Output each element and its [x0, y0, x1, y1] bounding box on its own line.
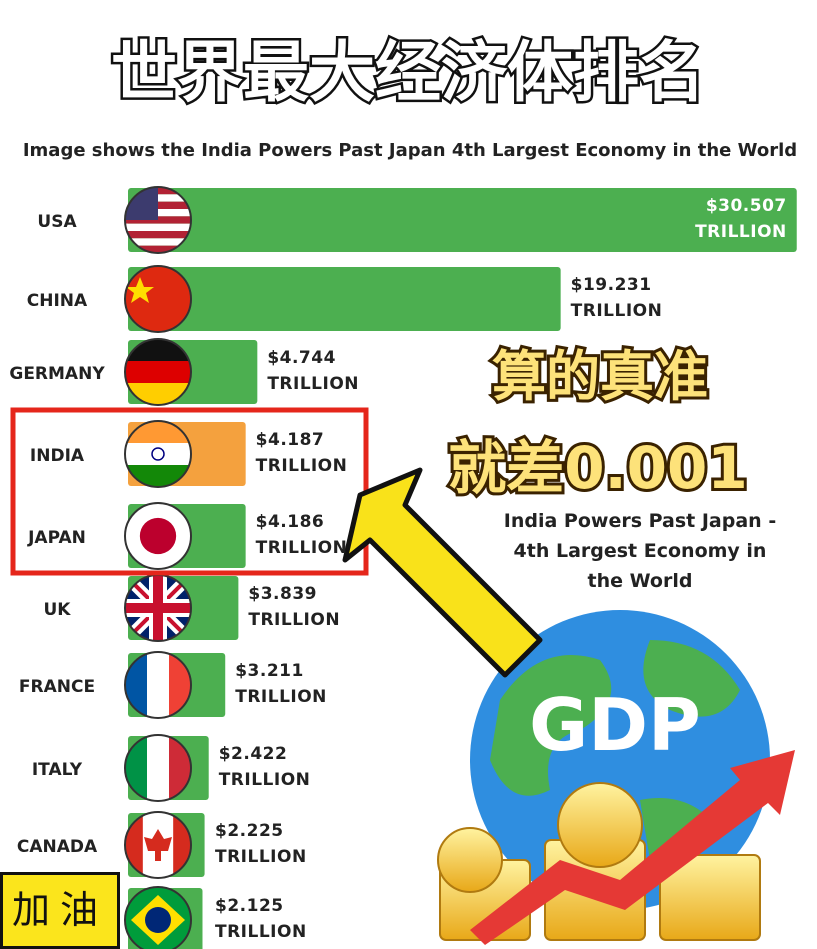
category-label: USA — [37, 212, 77, 232]
flag-part — [125, 245, 191, 253]
flag — [125, 187, 191, 253]
flag-rim — [124, 265, 192, 333]
flag-rim — [124, 886, 192, 949]
value-label: $3.839 TRILLION — [248, 584, 341, 630]
flag-rim — [124, 502, 192, 570]
flag-part — [126, 277, 154, 303]
value-label: $19.231 TRILLION — [570, 275, 663, 321]
category-label: UK — [44, 600, 72, 620]
continents — [490, 640, 740, 862]
flag-part — [125, 339, 191, 361]
flag-part — [125, 465, 191, 487]
flag-part — [125, 223, 191, 231]
flag — [125, 575, 191, 641]
flag — [125, 735, 191, 801]
annotation: 算的真准 — [492, 345, 708, 408]
flag-part — [125, 238, 191, 246]
value-label: $2.225 TRILLION — [215, 821, 307, 867]
value-label: $2.422 TRILLION — [218, 744, 311, 790]
flag-part — [125, 652, 147, 718]
flag-rim — [124, 651, 192, 719]
flag-part — [145, 907, 171, 933]
category-label: ITALY — [32, 760, 83, 780]
flag-part — [147, 652, 169, 718]
category-label: CANADA — [17, 837, 98, 857]
flag — [125, 652, 191, 718]
bar — [128, 188, 797, 252]
flag — [125, 339, 191, 405]
pointer-arrow — [342, 467, 543, 678]
flag-rim — [124, 338, 192, 406]
caption: India Powers Past Japan - 4th Largest Ec… — [503, 510, 777, 592]
category-label: FRANCE — [19, 677, 95, 697]
flag — [125, 421, 191, 487]
flag-part — [169, 652, 191, 718]
flag-rim — [124, 420, 192, 488]
flag-part — [125, 421, 191, 443]
flag-part — [125, 383, 191, 405]
flag-part — [144, 829, 172, 861]
value-label: $2.125 TRILLION — [215, 896, 307, 942]
flag — [125, 266, 191, 332]
category-label: INDIA — [30, 446, 85, 466]
gdp-label: GDP — [529, 683, 701, 767]
flag — [125, 503, 191, 569]
flag-rim — [124, 811, 192, 879]
flag-part — [169, 735, 191, 801]
badge: 加油 — [0, 872, 120, 949]
value-label: $3.211 TRILLION — [235, 661, 327, 707]
flag-part — [139, 517, 177, 555]
value-label: $4.186 TRILLION — [255, 512, 348, 558]
bar — [128, 267, 561, 331]
value-label: $4.744 TRILLION — [267, 348, 359, 394]
flag-part — [125, 443, 191, 465]
chart-title: 世界最大经济体排名 — [111, 34, 705, 111]
bars: USA CHINA GERMANY INDIA JAPAN UK FRANCE ITALY CA… — [9, 186, 797, 949]
value-label: $4.187 TRILLION — [255, 430, 348, 476]
flag-part — [147, 735, 169, 801]
trend-arrow — [470, 750, 795, 945]
value-label: $30.507 TRILLION — [695, 196, 787, 242]
category-label: GERMANY — [9, 364, 105, 384]
flag-part — [125, 735, 147, 801]
flag-rim — [124, 186, 192, 254]
flag — [125, 887, 191, 949]
flag-part — [125, 231, 191, 239]
flag-part — [125, 603, 191, 613]
annotation: 就差0.001 — [448, 434, 747, 502]
decoration: GDP 算的真准 就差0.001 — [342, 342, 795, 945]
chart-subtitle: Image shows the India Powers Past Japan … — [23, 140, 797, 161]
flag-rim — [124, 734, 192, 802]
category-label: JAPAN — [27, 528, 86, 548]
flag-part — [125, 361, 191, 383]
flag-part — [151, 447, 165, 461]
category-label: CHINA — [27, 291, 88, 311]
